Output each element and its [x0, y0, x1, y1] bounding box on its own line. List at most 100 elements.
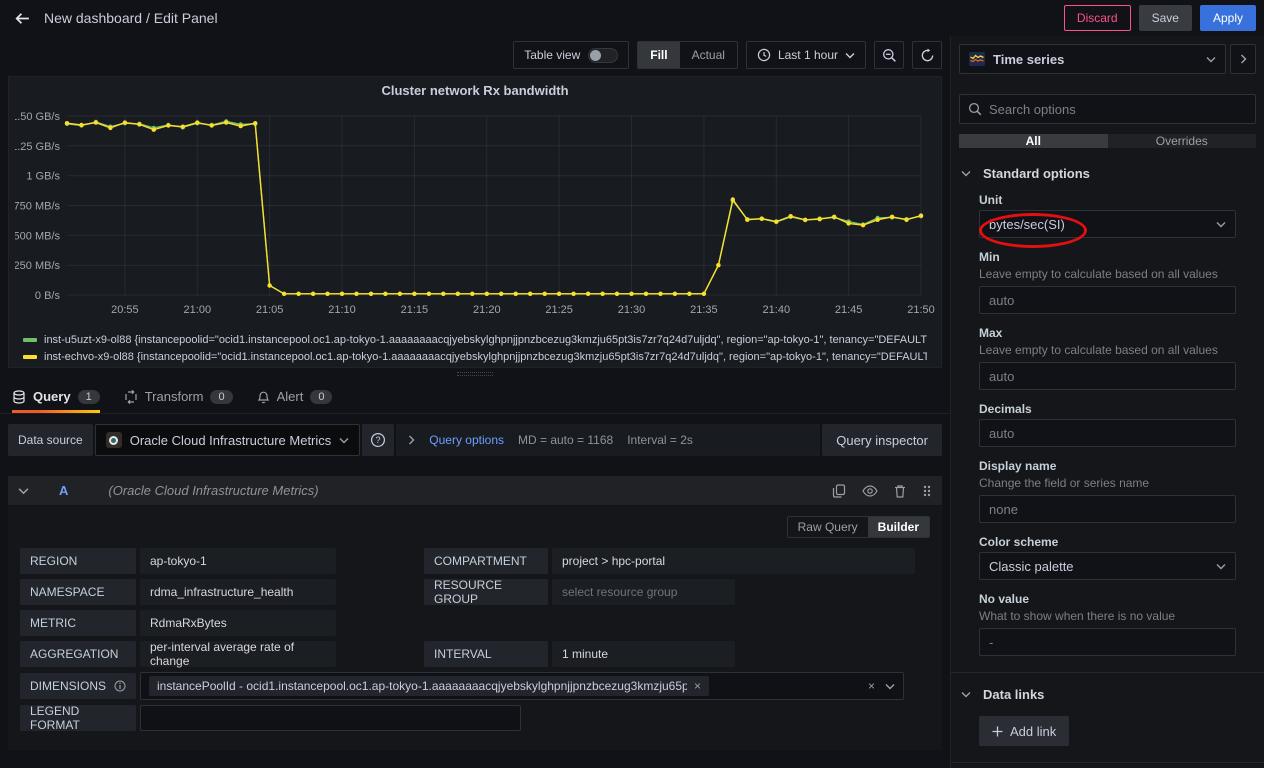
data-links-section: Data links Add link	[951, 673, 1264, 763]
metric-value[interactable]: RdmaRxBytes	[140, 610, 336, 636]
data-links-header[interactable]: Data links	[951, 687, 1264, 702]
delete-query-button[interactable]	[894, 484, 906, 498]
time-range-picker[interactable]: Last 1 hour	[746, 41, 866, 69]
tab-transform-label: Transform	[145, 389, 204, 404]
chevron-down-icon[interactable]	[885, 683, 895, 690]
value-mappings-section: Value mappings Add value mappings	[951, 763, 1264, 768]
resource-group-value[interactable]: select resource group	[552, 579, 735, 605]
toggle-visibility-button[interactable]	[862, 485, 878, 497]
tab-query[interactable]: Query 1	[12, 380, 100, 413]
options-search-input[interactable]	[989, 102, 1247, 117]
duplicate-query-button[interactable]	[832, 484, 846, 498]
chevron-down-icon	[1216, 563, 1226, 570]
save-button[interactable]: Save	[1139, 5, 1192, 31]
compartment-value[interactable]: project > hpc-portal	[552, 548, 915, 574]
database-icon	[12, 390, 26, 404]
chevron-down-icon[interactable]	[18, 487, 29, 495]
fill-option[interactable]: Fill	[638, 42, 679, 68]
remove-dimension-icon[interactable]: ×	[694, 679, 701, 693]
max-input[interactable]	[979, 362, 1236, 390]
chevron-down-icon	[845, 52, 855, 59]
refresh-button[interactable]	[912, 41, 942, 69]
svg-text:21:25: 21:25	[545, 304, 573, 316]
oci-logo-icon	[106, 432, 122, 448]
chevron-right-icon[interactable]	[408, 435, 415, 445]
transform-icon	[124, 390, 138, 404]
query-options-link[interactable]: Query options	[429, 433, 504, 447]
datasource-picker[interactable]: Oracle Cloud Infrastructure Metrics	[95, 424, 361, 456]
chevron-right-icon	[1240, 54, 1247, 64]
tab-overrides[interactable]: Overrides	[1108, 134, 1257, 148]
table-view-toggle[interactable]	[588, 48, 618, 63]
display-name-label: Display name	[979, 459, 1236, 473]
datasource-row: Data source Oracle Cloud Infrastructure …	[8, 424, 942, 456]
unit-select[interactable]: bytes/sec(SI)	[979, 210, 1236, 238]
color-scheme-select[interactable]: Classic palette	[979, 552, 1236, 580]
no-value-hint: What to show when there is no value	[979, 609, 1236, 623]
chevron-down-icon	[961, 691, 971, 698]
aggregation-label: AGGREGATION	[20, 641, 136, 667]
arrow-left-icon	[14, 10, 31, 27]
datasource-help-button[interactable]: ?	[362, 424, 394, 456]
decimals-input[interactable]	[979, 419, 1236, 447]
legend-item[interactable]: inst-echvo-x9-ol88 {instancepoolid="ocid…	[23, 348, 927, 365]
back-button[interactable]	[8, 4, 36, 32]
chevron-down-icon	[961, 170, 971, 177]
svg-text:21:45: 21:45	[835, 304, 863, 316]
interval-value[interactable]: 1 minute	[552, 641, 735, 667]
svg-text:20:55: 20:55	[111, 304, 139, 316]
legend-format-input[interactable]	[140, 705, 521, 731]
dimension-tag: instancePoolId - ocid1.instancepool.oc1.…	[149, 676, 709, 696]
no-value-input[interactable]	[979, 628, 1236, 656]
timeseries-viz-icon	[969, 52, 985, 66]
clear-dimensions-icon[interactable]: ×	[868, 679, 875, 693]
collapse-options-button[interactable]	[1230, 44, 1256, 74]
pane-splitter[interactable]	[0, 368, 950, 380]
query-card-a: A (Oracle Cloud Infrastructure Metrics)	[8, 476, 942, 750]
query-card-body: Raw Query Builder REGION ap-tokyo-1 COMP…	[8, 506, 942, 750]
svg-text:21:40: 21:40	[763, 304, 791, 316]
add-link-label: Add link	[1010, 724, 1056, 739]
drag-handle[interactable]	[922, 484, 932, 498]
standard-options-header[interactable]: Standard options	[951, 166, 1264, 181]
add-link-button[interactable]: Add link	[979, 716, 1069, 746]
query-count-badge: 1	[78, 390, 100, 404]
query-options-strip: Query options MD = auto = 1168 Interval …	[396, 424, 820, 456]
apply-button[interactable]: Apply	[1200, 5, 1256, 31]
decimals-label: Decimals	[979, 402, 1236, 416]
options-search[interactable]	[959, 94, 1256, 124]
drag-handle-icon	[922, 484, 932, 498]
visualization-picker[interactable]: Time series	[959, 44, 1226, 74]
series-label: inst-u5uzt-x9-ol88 {instancepoolid="ocid…	[44, 334, 927, 346]
legend-item[interactable]: inst-u5uzt-x9-ol88 {instancepoolid="ocid…	[23, 331, 927, 348]
zoom-out-button[interactable]	[874, 41, 904, 69]
query-ref-id[interactable]: A	[59, 483, 68, 498]
query-editor: Data source Oracle Cloud Infrastructure …	[0, 414, 950, 768]
display-name-hint: Change the field or series name	[979, 476, 1236, 490]
page-title: New dashboard / Edit Panel	[44, 10, 218, 26]
query-card-header[interactable]: A (Oracle Cloud Infrastructure Metrics)	[8, 476, 942, 506]
no-value-label: No value	[979, 592, 1236, 606]
interval-label: INTERVAL	[424, 641, 548, 667]
unit-label: Unit	[979, 193, 1236, 207]
bell-icon	[257, 390, 270, 404]
clock-icon	[757, 48, 771, 62]
min-input[interactable]	[979, 286, 1236, 314]
display-name-input[interactable]	[979, 495, 1236, 523]
raw-query-option[interactable]: Raw Query	[788, 517, 868, 537]
tab-alert[interactable]: Alert 0	[257, 380, 333, 413]
region-value[interactable]: ap-tokyo-1	[140, 548, 336, 574]
min-hint: Leave empty to calculate based on all va…	[979, 267, 1236, 281]
query-inspector-button[interactable]: Query inspector	[822, 424, 942, 456]
actual-option[interactable]: Actual	[680, 42, 737, 68]
builder-option[interactable]: Builder	[868, 517, 929, 537]
tab-transform[interactable]: Transform 0	[124, 380, 233, 413]
min-label: Min	[979, 250, 1236, 264]
timeseries-chart[interactable]: 1.50 GB/s1.25 GB/s1 GB/s750 MB/s500 MB/s…	[15, 103, 935, 329]
aggregation-value[interactable]: per-interval average rate of change	[140, 641, 336, 667]
namespace-value[interactable]: rdma_infrastructure_health	[140, 579, 336, 605]
table-view-label: Table view	[524, 48, 580, 62]
discard-button[interactable]: Discard	[1064, 5, 1131, 31]
tab-all[interactable]: All	[959, 134, 1108, 148]
dimensions-select[interactable]: instancePoolId - ocid1.instancepool.oc1.…	[140, 672, 904, 700]
